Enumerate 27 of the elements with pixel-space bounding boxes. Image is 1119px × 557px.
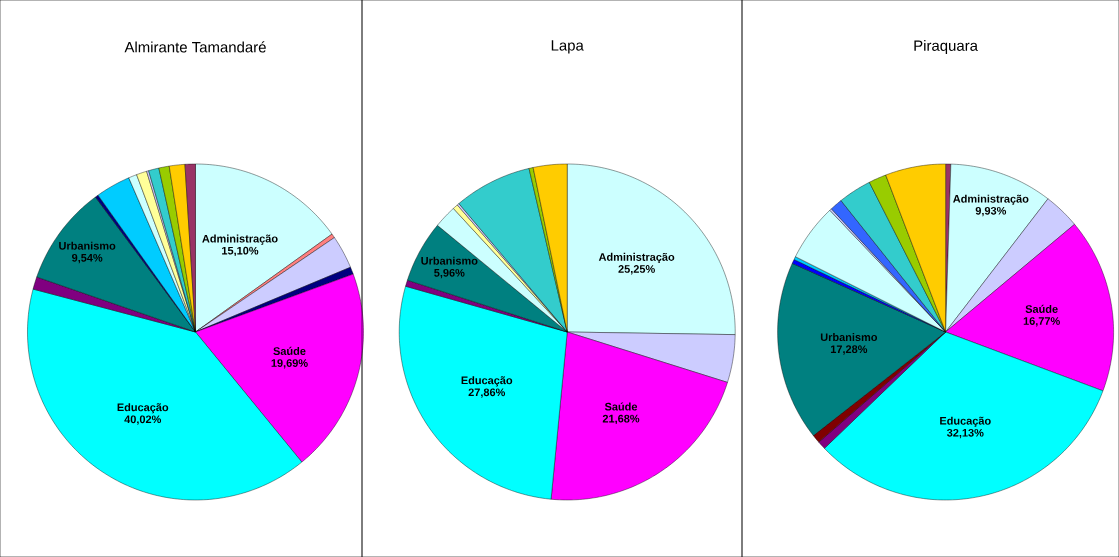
slice-label: Urbanismo <box>820 333 878 342</box>
data-label: 15,10% <box>222 246 259 257</box>
chart-title: Lapa <box>551 40 584 54</box>
data-label: 21,68% <box>602 414 640 425</box>
slice-label: Saúde <box>1025 304 1058 313</box>
data-label: 32,13% <box>946 428 984 439</box>
slice-label: Saúde <box>273 346 306 355</box>
data-label: 25,25% <box>618 265 655 275</box>
data-label: 5,96% <box>434 268 465 279</box>
data-label: 27,86% <box>468 388 506 398</box>
chart-title: Almirante Tamandaré <box>124 41 266 53</box>
slice-label: Administração <box>598 252 675 264</box>
chart-title: Piraquara <box>914 39 978 54</box>
slice-label: Saúde <box>604 402 638 411</box>
slice-label: Urbanismo <box>421 256 478 265</box>
data-label: 9,54% <box>71 253 103 264</box>
slice-label: Administração <box>202 234 278 245</box>
data-label: 40,02% <box>124 415 162 425</box>
data-label: 9,93% <box>975 206 1007 217</box>
slice-label: Educação <box>940 416 991 427</box>
data-label: 16,77% <box>1023 317 1060 327</box>
slice-label: Urbanismo <box>59 241 116 250</box>
slice-label: Educação <box>117 403 169 414</box>
data-label: 17,28% <box>830 345 868 355</box>
slice-label: Administração <box>953 194 1029 205</box>
data-label: 19,69% <box>271 359 308 369</box>
slice-label: Educação <box>461 376 513 387</box>
